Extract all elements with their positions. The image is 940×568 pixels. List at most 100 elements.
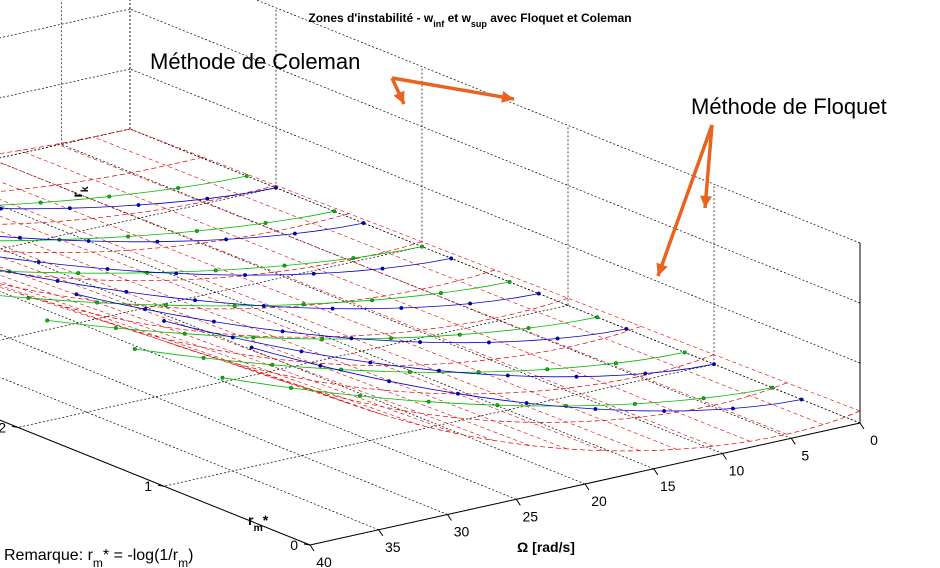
x-tick-mark — [653, 468, 659, 476]
coleman-w-inf-line — [0, 246, 423, 274]
coleman-w-inf-point — [182, 331, 187, 336]
coleman-w-inf-point — [176, 186, 181, 190]
x-tick-label: 35 — [385, 539, 401, 555]
x-tick-mark — [859, 422, 865, 430]
floquet-line — [129, 128, 861, 412]
floquet-line — [0, 285, 347, 404]
floquet-arrow-head — [656, 262, 668, 276]
floquet-surface — [0, 128, 861, 452]
coleman-w-sup-point — [143, 307, 148, 312]
annotation-coleman: Méthode de Coleman — [150, 49, 360, 74]
x-axis-label: Ω [rad/s] — [517, 539, 575, 555]
coleman-w-sup-point — [536, 291, 541, 296]
x-tick-mark — [790, 438, 796, 445]
coleman-w-inf-point — [107, 194, 112, 199]
coleman-w-inf-point — [213, 268, 218, 273]
coleman-w-sup-point — [261, 303, 266, 308]
floquet-line — [0, 231, 567, 450]
annotation-floquet: Méthode de Floquet — [691, 94, 887, 119]
coleman-w-inf-line — [0, 175, 247, 206]
coleman-w-sup-point — [105, 267, 110, 271]
coleman-w-inf-point — [770, 385, 775, 390]
coleman-w-sup-point — [124, 289, 129, 294]
coleman-w-sup-point — [662, 409, 667, 413]
coleman-w-sup-point — [0, 206, 3, 211]
coleman-w-sup-point — [437, 368, 441, 373]
coleman-w-inf-point — [220, 375, 225, 380]
coleman-w-inf-point — [163, 303, 168, 308]
coleman-w-inf-point — [476, 370, 481, 375]
annotations: Méthode de Coleman Méthode de Floquet — [150, 49, 887, 277]
coleman-w-inf-point — [357, 393, 362, 398]
coleman-w-sup-point — [193, 298, 198, 303]
x-tick-mark — [584, 483, 590, 491]
coleman-w-inf-point — [614, 361, 618, 366]
x-tick-mark — [309, 544, 315, 552]
coleman-w-inf-point — [113, 326, 118, 330]
coleman-w-sup-point — [380, 266, 385, 271]
coleman-w-inf-point — [370, 298, 375, 303]
floquet-line — [236, 364, 788, 423]
floquet-line — [93, 136, 824, 425]
y-tick-label: 2 — [0, 419, 6, 435]
y-tick-label: 0 — [290, 537, 298, 553]
floquet-line — [0, 156, 204, 192]
coleman-w-sup-point — [349, 336, 354, 341]
coleman-w-inf-point — [507, 279, 512, 284]
floquet-line — [0, 286, 311, 390]
coleman-w-sup-point — [136, 203, 141, 207]
coleman-w-inf-point — [194, 229, 199, 233]
coleman-w-sup-point — [299, 349, 304, 354]
grid-line — [0, 128, 131, 159]
coleman-w-sup-point — [643, 371, 648, 376]
coleman-w-inf-point — [407, 370, 412, 375]
coleman-w-inf-point — [332, 209, 337, 214]
coleman-w-sup-point — [624, 326, 629, 331]
coleman-w-inf-point — [682, 350, 687, 355]
coleman-w-sup-point — [399, 306, 404, 310]
coleman-w-sup-point — [55, 278, 60, 283]
x-tick-label: 0 — [870, 432, 878, 448]
coleman-w-sup-point — [593, 407, 598, 411]
x-tick-label: 5 — [801, 447, 809, 463]
coleman-w-sup-point — [155, 239, 160, 244]
grid-line — [0, 187, 277, 250]
x-tick-label: 25 — [522, 508, 538, 524]
floquet-line — [0, 274, 421, 426]
y-axis-label: rm* — [248, 512, 269, 534]
coleman-w-sup-point — [361, 221, 366, 226]
grid-line — [0, 68, 131, 99]
coleman-w-inf-point — [495, 403, 500, 408]
coleman-curves — [0, 174, 804, 413]
coleman-w-inf-point — [244, 174, 249, 178]
axes-grid — [0, 0, 865, 552]
y-axis-line — [0, 419, 311, 546]
floquet-line — [90, 316, 642, 366]
coleman-w-inf-point — [26, 296, 31, 300]
coleman-w-inf-point — [595, 315, 600, 320]
coleman-w-sup-point — [387, 379, 392, 384]
coleman-w-sup-point — [162, 318, 166, 323]
grid-line — [0, 128, 131, 159]
coleman-w-inf-point — [95, 300, 100, 305]
y-tick-mark — [157, 484, 165, 487]
coleman-w-sup-point — [74, 292, 79, 297]
coleman-w-inf-point — [320, 337, 325, 341]
coleman-w-sup-point — [311, 271, 316, 276]
x-tick-mark — [515, 499, 521, 506]
coleman-w-sup-point — [243, 273, 247, 278]
coleman-w-sup-point — [292, 231, 297, 236]
coleman-w-inf-point — [251, 335, 256, 340]
coleman-w-sup-point — [205, 196, 210, 201]
coleman-w-sup-point — [730, 406, 735, 411]
grid-line — [129, 68, 861, 364]
coleman-w-inf-point — [232, 303, 237, 308]
coleman-w-sup-point — [555, 336, 560, 341]
coleman-w-sup-point — [67, 206, 72, 211]
floquet-line — [163, 340, 715, 395]
x-tick-label: 15 — [660, 478, 676, 494]
coleman-w-inf-point — [270, 362, 275, 367]
coleman-w-sup-point — [524, 401, 529, 406]
coleman-w-inf-point — [457, 332, 462, 337]
coleman-w-inf-point — [126, 234, 131, 239]
